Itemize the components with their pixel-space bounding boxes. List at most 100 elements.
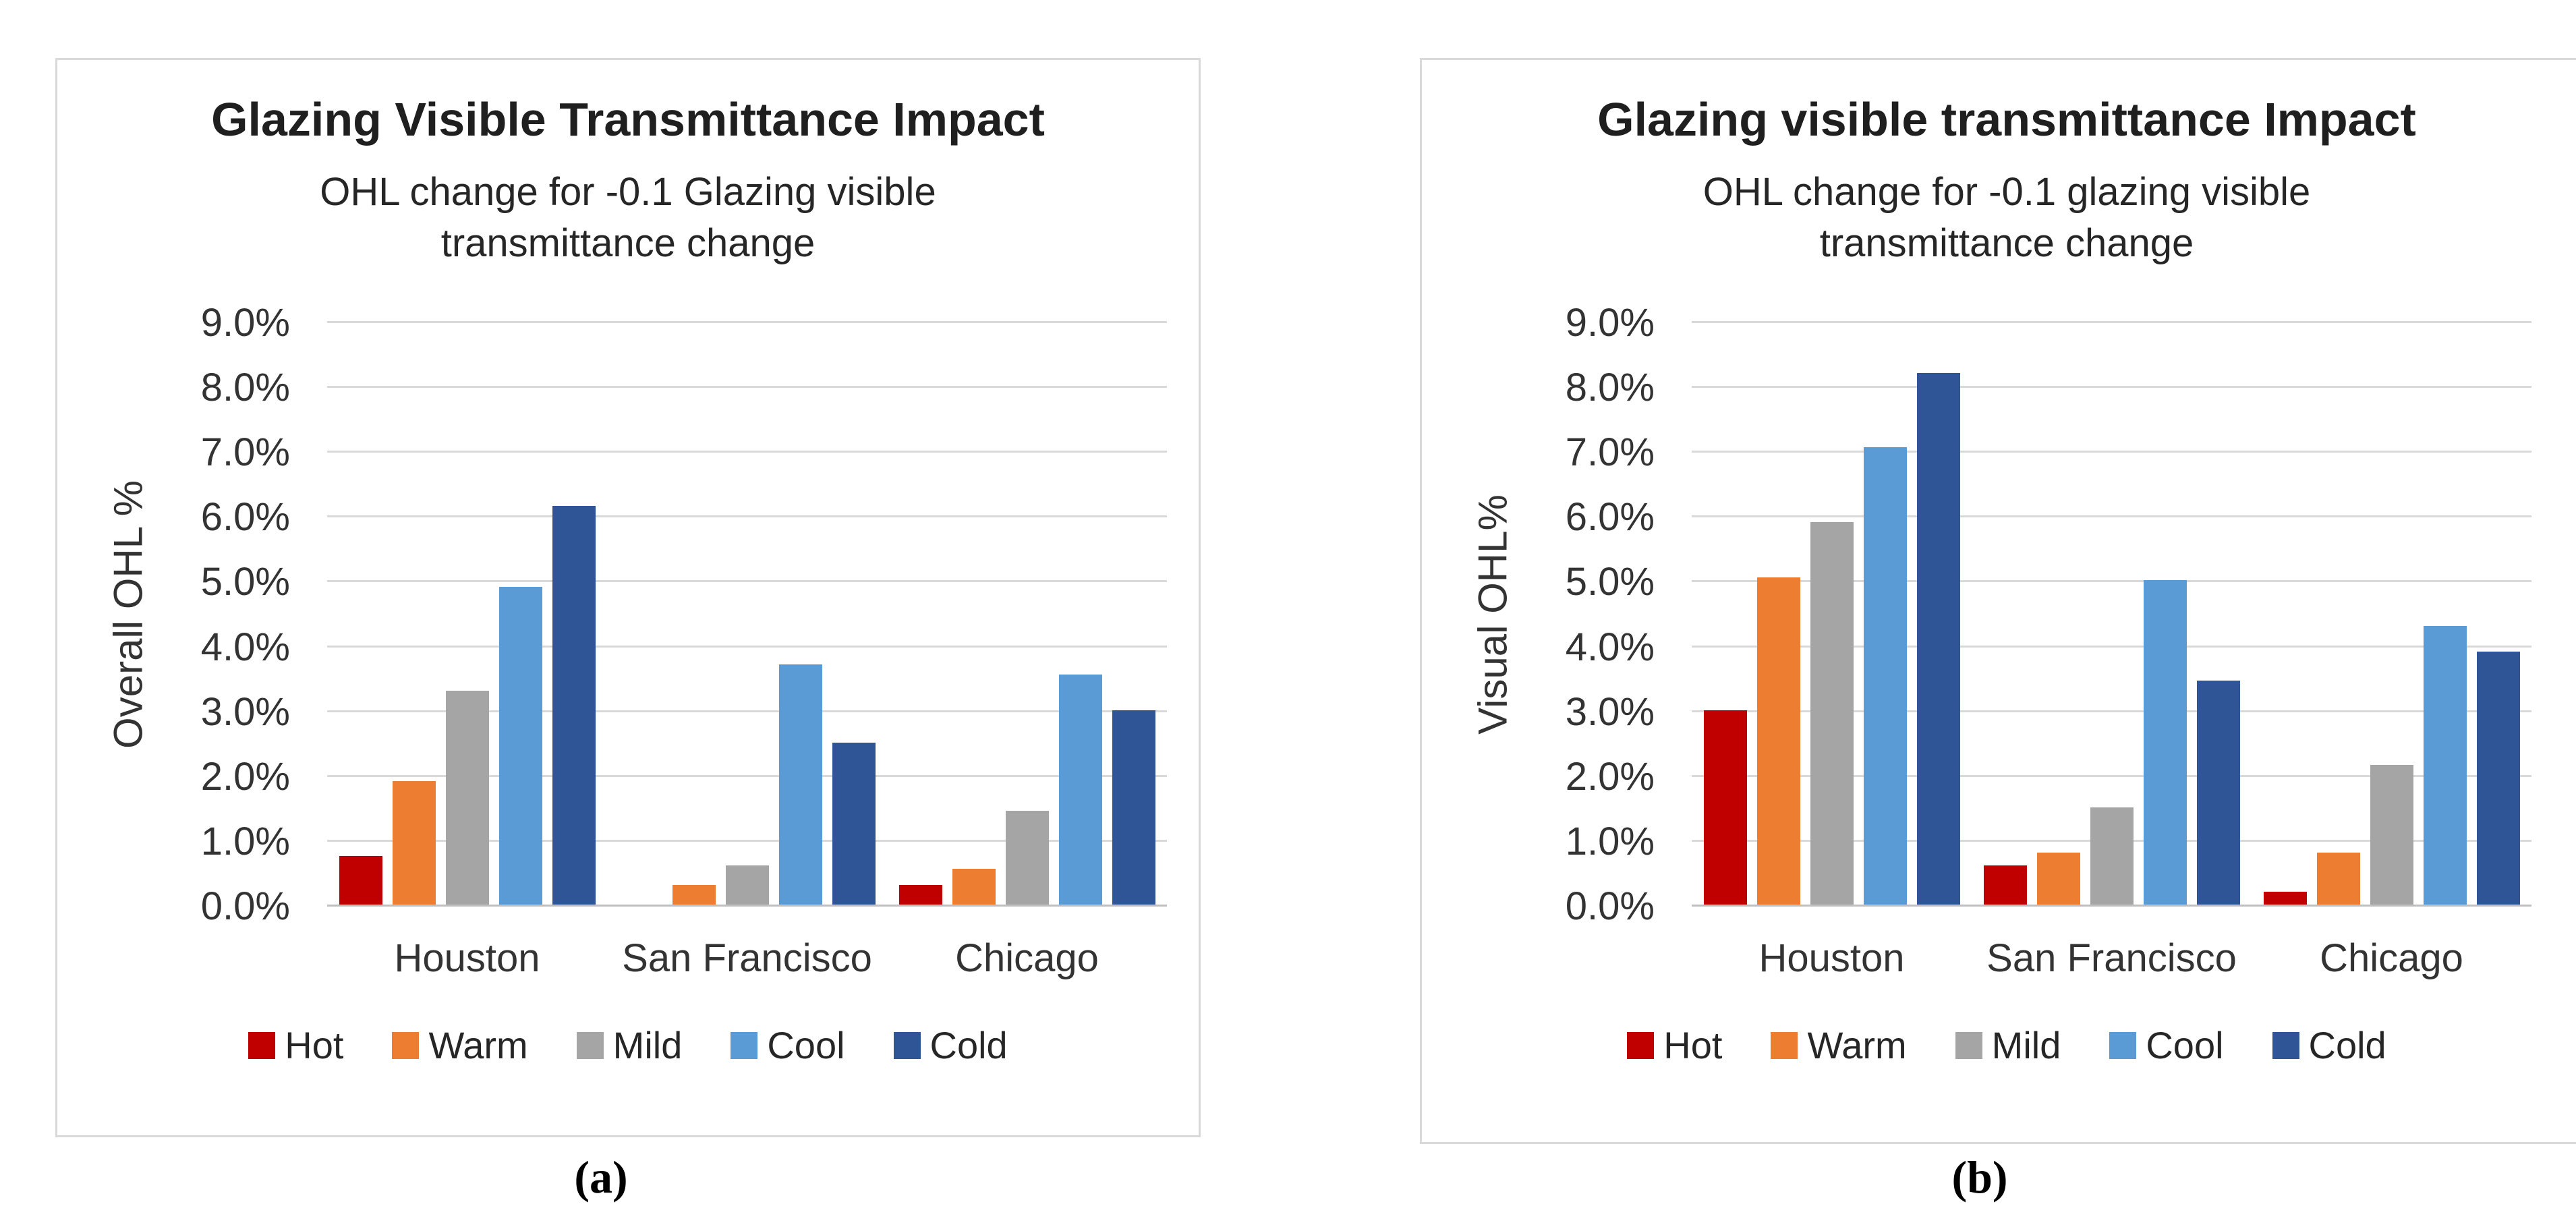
bar-mild-san-francisco: [725, 865, 769, 905]
chart-title: Glazing Visible Transmittance Impact: [211, 93, 1045, 146]
bar-hot-san-francisco: [1983, 865, 2027, 905]
legend-item-label: Warm: [428, 1024, 528, 1066]
gridline: [327, 645, 1167, 648]
subfigure-caption-a: (a): [574, 1151, 628, 1203]
axis-baseline: [1692, 905, 2531, 907]
chart-panel-a: Glazing Visible Transmittance Impact OHL…: [55, 58, 1201, 1137]
y-tick-label: 8.0%: [1565, 366, 1655, 410]
bar-mild-chicago: [2370, 765, 2413, 905]
gridline: [327, 515, 1167, 518]
bar-cold-chicago: [2476, 652, 2520, 905]
legend-swatch-icon: [392, 1031, 420, 1059]
gridline: [1692, 580, 2531, 583]
legend-item-label: Cool: [2146, 1024, 2224, 1066]
bar-cool-chicago: [2423, 625, 2467, 905]
y-tick-label: 6.0%: [1565, 495, 1655, 540]
bar-mild-houston: [445, 690, 489, 905]
y-tick-label: 5.0%: [1565, 560, 1655, 604]
plot-area: [1692, 321, 2531, 907]
bar-cool-houston: [498, 587, 542, 905]
y-tick-label: 9.0%: [200, 301, 290, 345]
chart-subtitle: OHL change for -0.1 Glazing visible tran…: [320, 170, 936, 265]
legend: Hot Warm Mild Cool Cold: [57, 1023, 1199, 1067]
y-tick-label: 3.0%: [1565, 689, 1655, 734]
legend-swatch-icon: [576, 1031, 604, 1059]
legend-item-cold: Cold: [893, 1023, 1008, 1067]
bar-warm-san-francisco: [672, 885, 716, 905]
gridline: [1692, 710, 2531, 712]
y-tick-label: 1.0%: [1565, 819, 1655, 863]
legend-swatch-icon: [2272, 1031, 2299, 1059]
x-category-label: San Francisco: [1986, 936, 2237, 980]
y-tick-label: 0.0%: [1565, 884, 1655, 928]
y-tick-label: 4.0%: [200, 625, 290, 669]
legend-item-hot: Hot: [248, 1023, 343, 1067]
legend-item-label: Cold: [929, 1024, 1008, 1066]
gridline: [327, 839, 1167, 842]
bar-cool-san-francisco: [2143, 580, 2187, 905]
legend-swatch-icon: [731, 1031, 758, 1059]
gridline: [1692, 774, 2531, 777]
legend-swatch-icon: [1955, 1031, 1982, 1059]
legend-item-label: Cold: [2308, 1024, 2386, 1066]
bar-cold-houston: [552, 505, 596, 905]
y-tick-label: 3.0%: [200, 689, 290, 734]
legend-swatch-icon: [2109, 1031, 2137, 1059]
legend-swatch-icon: [248, 1031, 276, 1059]
legend-item-label: Mild: [1991, 1024, 2061, 1066]
bar-warm-chicago: [952, 869, 996, 905]
axis-baseline: [327, 905, 1167, 907]
legend-item-label: Warm: [1807, 1024, 1907, 1066]
y-tick-label: 9.0%: [1565, 301, 1655, 345]
bar-hot-houston: [1703, 710, 1747, 905]
bar-warm-san-francisco: [2036, 853, 2080, 905]
x-category-label: Chicago: [2320, 936, 2463, 980]
bar-hot-chicago: [2263, 891, 2307, 905]
legend-swatch-icon: [1771, 1031, 1798, 1059]
gridline: [1692, 321, 2531, 323]
bar-warm-houston: [392, 781, 436, 905]
y-tick-label: 7.0%: [1565, 430, 1655, 475]
legend-item-mild: Mild: [1955, 1023, 2061, 1067]
gridline: [1692, 451, 2531, 453]
subfigure-caption-b: (b): [1951, 1151, 2008, 1203]
bar-cool-chicago: [1058, 674, 1102, 905]
bar-cold-san-francisco: [2196, 681, 2240, 905]
legend: Hot Warm Mild Cool Cold: [1422, 1023, 2576, 1067]
plot-area: [327, 321, 1167, 907]
legend-item-cool: Cool: [2109, 1023, 2224, 1067]
legend-item-warm: Warm: [392, 1023, 528, 1067]
y-tick-label: 2.0%: [1565, 754, 1655, 799]
legend-swatch-icon: [893, 1031, 921, 1059]
bar-warm-chicago: [2316, 853, 2360, 905]
legend-item-label: Cool: [767, 1024, 845, 1066]
gridline: [327, 451, 1167, 453]
gridline: [1692, 515, 2531, 518]
chart-title: Glazing visible transmittance Impact: [1597, 93, 2416, 146]
bar-hot-houston: [339, 855, 382, 905]
legend-item-label: Hot: [1663, 1024, 1723, 1066]
legend-item-mild: Mild: [576, 1023, 683, 1067]
y-tick-label: 4.0%: [1565, 625, 1655, 669]
bar-cool-san-francisco: [778, 664, 822, 905]
gridline: [327, 386, 1167, 389]
gridline: [327, 710, 1167, 712]
gridline: [1692, 645, 2531, 648]
legend-item-cool: Cool: [731, 1023, 845, 1067]
bar-mild-houston: [1810, 521, 1854, 905]
legend-item-hot: Hot: [1627, 1023, 1722, 1067]
bar-mild-san-francisco: [2090, 807, 2134, 905]
bar-mild-chicago: [1005, 810, 1049, 905]
bar-cold-chicago: [1112, 710, 1155, 905]
bar-cool-houston: [1863, 447, 1907, 905]
legend-item-cold: Cold: [2272, 1023, 2386, 1067]
legend-item-label: Mild: [612, 1024, 683, 1066]
y-tick-label: 8.0%: [200, 366, 290, 410]
chart-panel-b: Glazing visible transmittance Impact OHL…: [1420, 58, 2576, 1144]
x-category-label: Chicago: [955, 936, 1099, 980]
legend-item-warm: Warm: [1771, 1023, 1907, 1067]
bar-hot-chicago: [898, 885, 942, 905]
x-category-label: Houston: [1758, 936, 1905, 980]
y-tick-label: 6.0%: [200, 495, 290, 540]
